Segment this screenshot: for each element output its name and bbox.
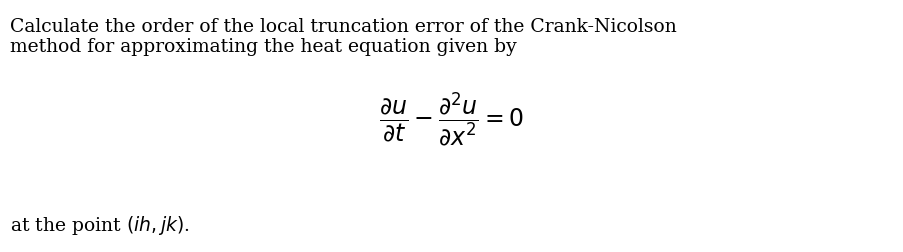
Text: Calculate the order of the local truncation error of the Crank-Nicolson: Calculate the order of the local truncat… (10, 18, 676, 36)
Text: $\dfrac{\partial u}{\partial t} - \dfrac{\partial^2 u}{\partial x^2} = 0$: $\dfrac{\partial u}{\partial t} - \dfrac… (379, 90, 524, 148)
Text: at the point $(ih, jk)$.: at the point $(ih, jk)$. (10, 214, 190, 237)
Text: method for approximating the heat equation given by: method for approximating the heat equati… (10, 38, 517, 56)
